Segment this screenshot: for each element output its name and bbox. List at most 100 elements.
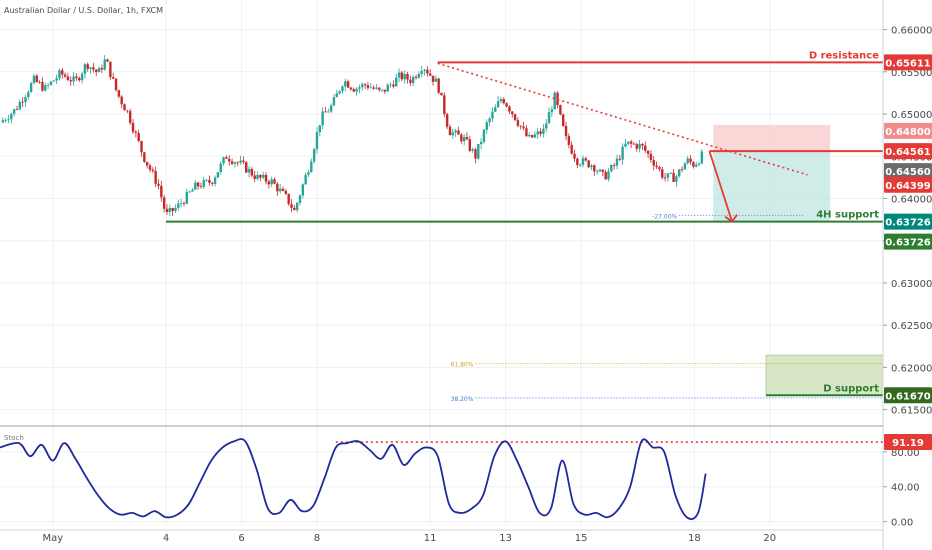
- candle-body: [4, 120, 7, 121]
- badge-4h-support: 0.63726: [885, 218, 931, 229]
- candle-body: [352, 89, 355, 92]
- candle-body: [83, 64, 87, 74]
- candle-body: [24, 97, 27, 103]
- badge-sl: 0.64800: [885, 127, 931, 138]
- candle-body: [448, 126, 452, 136]
- candle-body: [213, 177, 217, 184]
- candle-body: [372, 87, 375, 89]
- badge-stoch-level: 91.19: [892, 438, 924, 449]
- candle-body: [460, 134, 463, 142]
- candle-body: [301, 184, 305, 196]
- candle-body: [440, 92, 443, 96]
- candle-body: [680, 169, 684, 171]
- candle-body: [454, 130, 457, 133]
- candle-body: [242, 160, 245, 163]
- candle-body: [63, 74, 67, 77]
- stoch-line: [0, 438, 707, 520]
- candle-body: [179, 203, 183, 205]
- candle-body: [615, 158, 619, 166]
- candle-body: [148, 165, 152, 170]
- candle-body: [499, 99, 503, 102]
- candle-body: [474, 149, 477, 159]
- candle-body: [496, 101, 500, 108]
- candle-body: [12, 109, 16, 114]
- candle-body: [143, 152, 146, 162]
- time-tick-label: May: [42, 533, 63, 544]
- candle-body: [457, 130, 460, 135]
- candle-body: [511, 111, 514, 115]
- candle-body: [262, 174, 265, 178]
- candle-body: [386, 84, 389, 92]
- candle-body: [86, 64, 89, 69]
- badge-current-bg: [884, 163, 932, 180]
- candle-body: [239, 160, 242, 163]
- candle-body: [157, 183, 160, 186]
- candle-body: [194, 182, 197, 190]
- candle-body: [312, 149, 316, 162]
- candle-body: [646, 150, 650, 154]
- candle-body: [465, 136, 469, 140]
- candle-body: [559, 105, 562, 115]
- candle-body: [89, 67, 92, 69]
- candle-body: [607, 171, 610, 180]
- candle-body: [380, 89, 384, 91]
- candle-body: [479, 141, 483, 145]
- candle-body: [117, 90, 121, 97]
- candle-body: [287, 193, 290, 205]
- candle-body: [593, 165, 596, 172]
- badge-low-bg: [884, 176, 932, 193]
- candle-body: [494, 107, 497, 112]
- candle-body: [587, 160, 590, 168]
- candle-body: [649, 153, 653, 161]
- time-tick-label: 18: [688, 533, 701, 544]
- candle-body: [344, 81, 347, 87]
- candle-body: [369, 87, 372, 89]
- candle-body: [601, 169, 605, 172]
- stoch-tick-label: 80.00: [891, 448, 920, 459]
- candle-body: [310, 161, 313, 173]
- candle-body: [185, 191, 188, 204]
- candle-body: [395, 77, 398, 87]
- price-tick-label: 0.62500: [891, 321, 932, 332]
- candle-body: [564, 126, 568, 137]
- candle-body: [205, 179, 208, 181]
- candle-body: [211, 182, 214, 184]
- candle-body: [378, 87, 381, 90]
- time-tick-label: 6: [238, 533, 244, 544]
- candle-body: [409, 79, 412, 83]
- candle-body: [114, 78, 118, 91]
- candle-body: [174, 207, 177, 212]
- candle-body: [112, 77, 115, 79]
- candle-body: [332, 97, 336, 106]
- candle-body: [655, 165, 658, 168]
- candle-body: [420, 70, 423, 74]
- candle-body: [508, 106, 511, 112]
- candle-body: [443, 95, 446, 115]
- candle-body: [445, 114, 449, 127]
- candle-body: [290, 204, 293, 208]
- candle-body: [7, 119, 10, 121]
- candle-body: [196, 182, 200, 187]
- candle-body: [15, 109, 19, 110]
- d-support-label: D support: [823, 383, 879, 394]
- candle-body: [335, 93, 338, 98]
- candle-body: [570, 144, 573, 154]
- candle-body: [629, 141, 633, 144]
- candle-body: [29, 83, 33, 92]
- target-arrow-head: [724, 214, 738, 223]
- candle-body: [295, 202, 299, 211]
- candle-body: [145, 161, 149, 166]
- candle-body: [103, 59, 106, 70]
- candle-body: [536, 131, 539, 135]
- candle-body: [109, 61, 112, 78]
- candle-body: [199, 186, 203, 188]
- d-resistance-label: D resistance: [809, 50, 879, 61]
- candle-body: [61, 70, 64, 75]
- badge-current: 0.64560: [885, 167, 931, 178]
- candle-body: [686, 158, 689, 164]
- candle-body: [126, 110, 129, 112]
- stoch-tick-label: 40.00: [891, 483, 920, 494]
- time-tick-label: 4: [163, 533, 169, 544]
- candle-body: [276, 183, 279, 192]
